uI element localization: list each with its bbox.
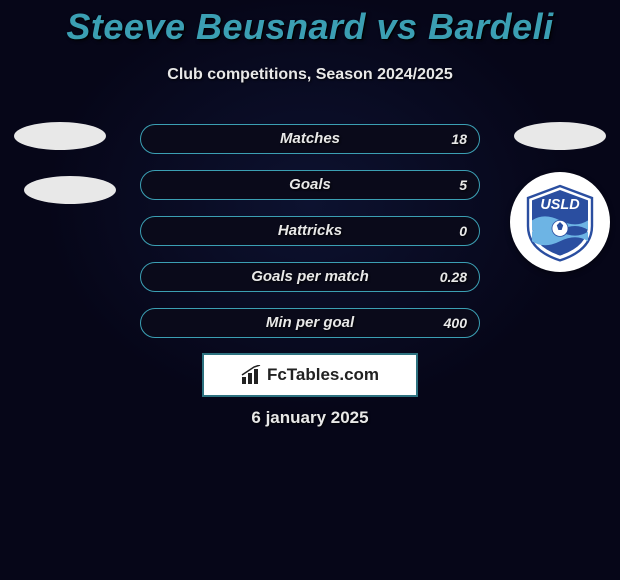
stat-bar: Min per goal400 <box>140 308 480 338</box>
brand-box[interactable]: FcTables.com <box>202 353 418 397</box>
stat-bar: Goals5 <box>140 170 480 200</box>
chart-icon <box>241 365 263 385</box>
player1-badge-placeholder-2 <box>24 176 116 204</box>
stat-bar-value: 18 <box>451 125 467 153</box>
stat-bar-label: Goals <box>141 171 479 199</box>
stat-bar-label: Matches <box>141 125 479 153</box>
subtitle: Club competitions, Season 2024/2025 <box>0 66 620 84</box>
stat-bar-value: 5 <box>459 171 467 199</box>
stat-bar-label: Goals per match <box>141 263 479 291</box>
stat-bars: Matches18 Goals5 Hattricks0 Goals per match… <box>140 124 480 354</box>
stat-bar-value: 0.28 <box>440 263 467 291</box>
comparison-card: Steeve Beusnard vs Bardeli Club competit… <box>0 0 620 580</box>
club-badge: USLD <box>510 172 610 272</box>
stat-bar: Hattricks0 <box>140 216 480 246</box>
stat-bar-label: Min per goal <box>141 309 479 337</box>
stat-bar-label: Hattricks <box>141 217 479 245</box>
player1-badge-placeholder-1 <box>14 122 106 150</box>
stat-bar: Goals per match0.28 <box>140 262 480 292</box>
club-badge-icon: USLD <box>520 182 600 262</box>
stat-bar: Matches18 <box>140 124 480 154</box>
brand-text: FcTables.com <box>267 365 379 385</box>
page-title: Steeve Beusnard vs Bardeli <box>0 0 620 48</box>
date-text: 6 january 2025 <box>0 408 620 428</box>
stat-bar-value: 0 <box>459 217 467 245</box>
player2-badge-placeholder <box>514 122 606 150</box>
stat-bar-value: 400 <box>444 309 467 337</box>
svg-text:USLD: USLD <box>540 197 579 213</box>
